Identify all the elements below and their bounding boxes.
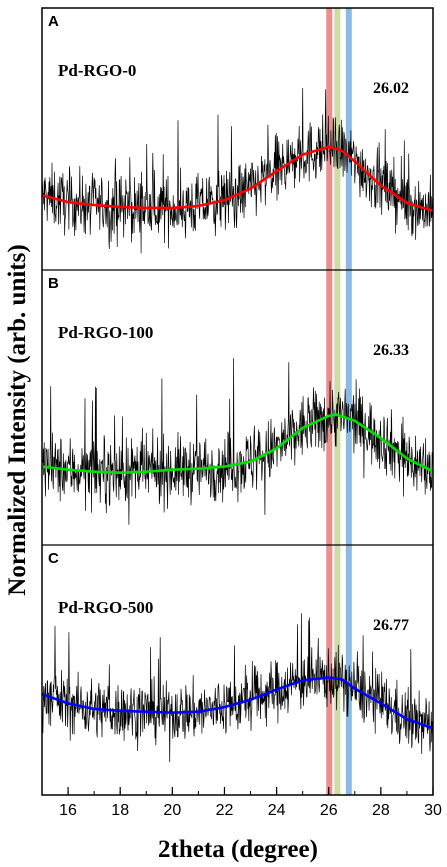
peak-label: 26.77 <box>373 617 409 634</box>
panel-letter-a: A <box>48 13 59 30</box>
sample-label: Pd-RGO-100 <box>58 323 153 342</box>
x-tick-label: 30 <box>424 802 442 819</box>
fit-curve-b <box>41 413 434 474</box>
x-axis-label: 2theta (degree) <box>158 836 318 863</box>
panel-letter-c: C <box>48 550 59 567</box>
x-tick-label: 26 <box>320 802 338 819</box>
x-tick-label: 16 <box>59 802 77 819</box>
raw-data-a <box>41 88 434 254</box>
raw-data-c <box>41 613 434 763</box>
reference-line-3 <box>345 8 352 795</box>
raw-data-b <box>41 358 434 525</box>
reference-line-1 <box>326 8 333 795</box>
panel-letter-b: B <box>48 275 59 292</box>
sample-label: Pd-RGO-500 <box>58 598 153 617</box>
x-tick-label: 18 <box>111 802 129 819</box>
x-tick-label: 22 <box>216 802 234 819</box>
reference-line-2 <box>334 8 341 795</box>
peak-label: 26.33 <box>373 342 409 359</box>
peak-label: 26.02 <box>373 80 409 97</box>
x-tick-label: 24 <box>268 802 286 819</box>
sample-label: Pd-RGO-0 <box>58 61 136 80</box>
plot-frame <box>41 7 434 796</box>
x-tick-label: 20 <box>163 802 181 819</box>
fit-curve-a <box>41 145 434 213</box>
plot-area: A Pd-RGO-0 26.02 B Pd-RGO-100 26.33 C Pd-RGO-50… <box>41 7 442 819</box>
y-axis-label: Normalized Intensity (arb. units) <box>4 244 31 595</box>
x-tick-label: 28 <box>372 802 390 819</box>
fit-curve-c <box>41 676 434 730</box>
